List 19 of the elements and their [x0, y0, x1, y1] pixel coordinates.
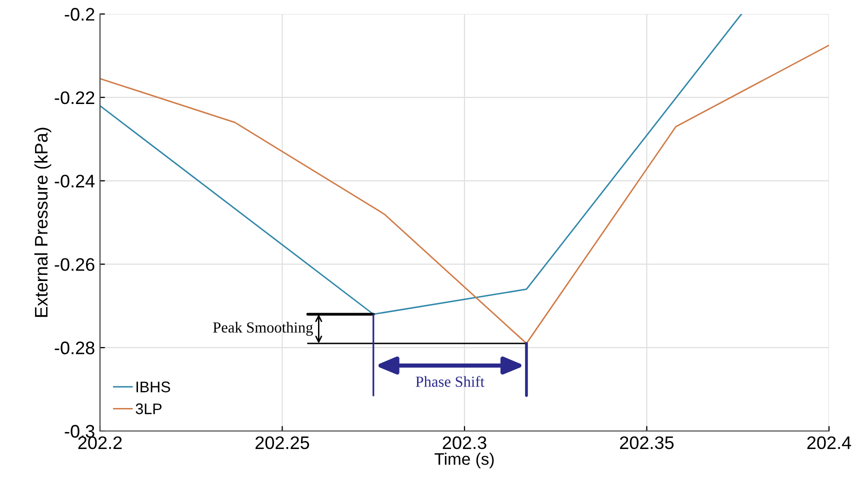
y-axis-title: External Pressure (kPa)	[34, 128, 52, 317]
y-tick-label: -0.28	[54, 342, 94, 354]
x-tick-label: 202.3	[442, 436, 486, 450]
annotation: Peak Smoothing	[213, 322, 313, 336]
annotation: Phase Shift	[416, 376, 484, 387]
y-tick-label: -0.3	[64, 424, 94, 438]
y-tick-label: -0.2	[64, 8, 94, 21]
y-tick-label: -0.22	[54, 91, 94, 104]
line-series	[100, 44, 829, 344]
y-tick-label: -0.24	[54, 174, 95, 188]
x-tick-label: 202.4	[807, 436, 852, 450]
x-tick-label: 202.2	[78, 436, 122, 450]
legend-label: IBHS	[136, 382, 170, 392]
legend-label: 3LP	[136, 403, 162, 414]
line-series	[100, 14, 742, 315]
x-axis-title: Time (s)	[434, 452, 494, 468]
x-tick-label: 202.35	[620, 436, 674, 450]
y-tick-label: -0.26	[54, 258, 94, 271]
x-tick-label: 202.25	[256, 436, 310, 450]
